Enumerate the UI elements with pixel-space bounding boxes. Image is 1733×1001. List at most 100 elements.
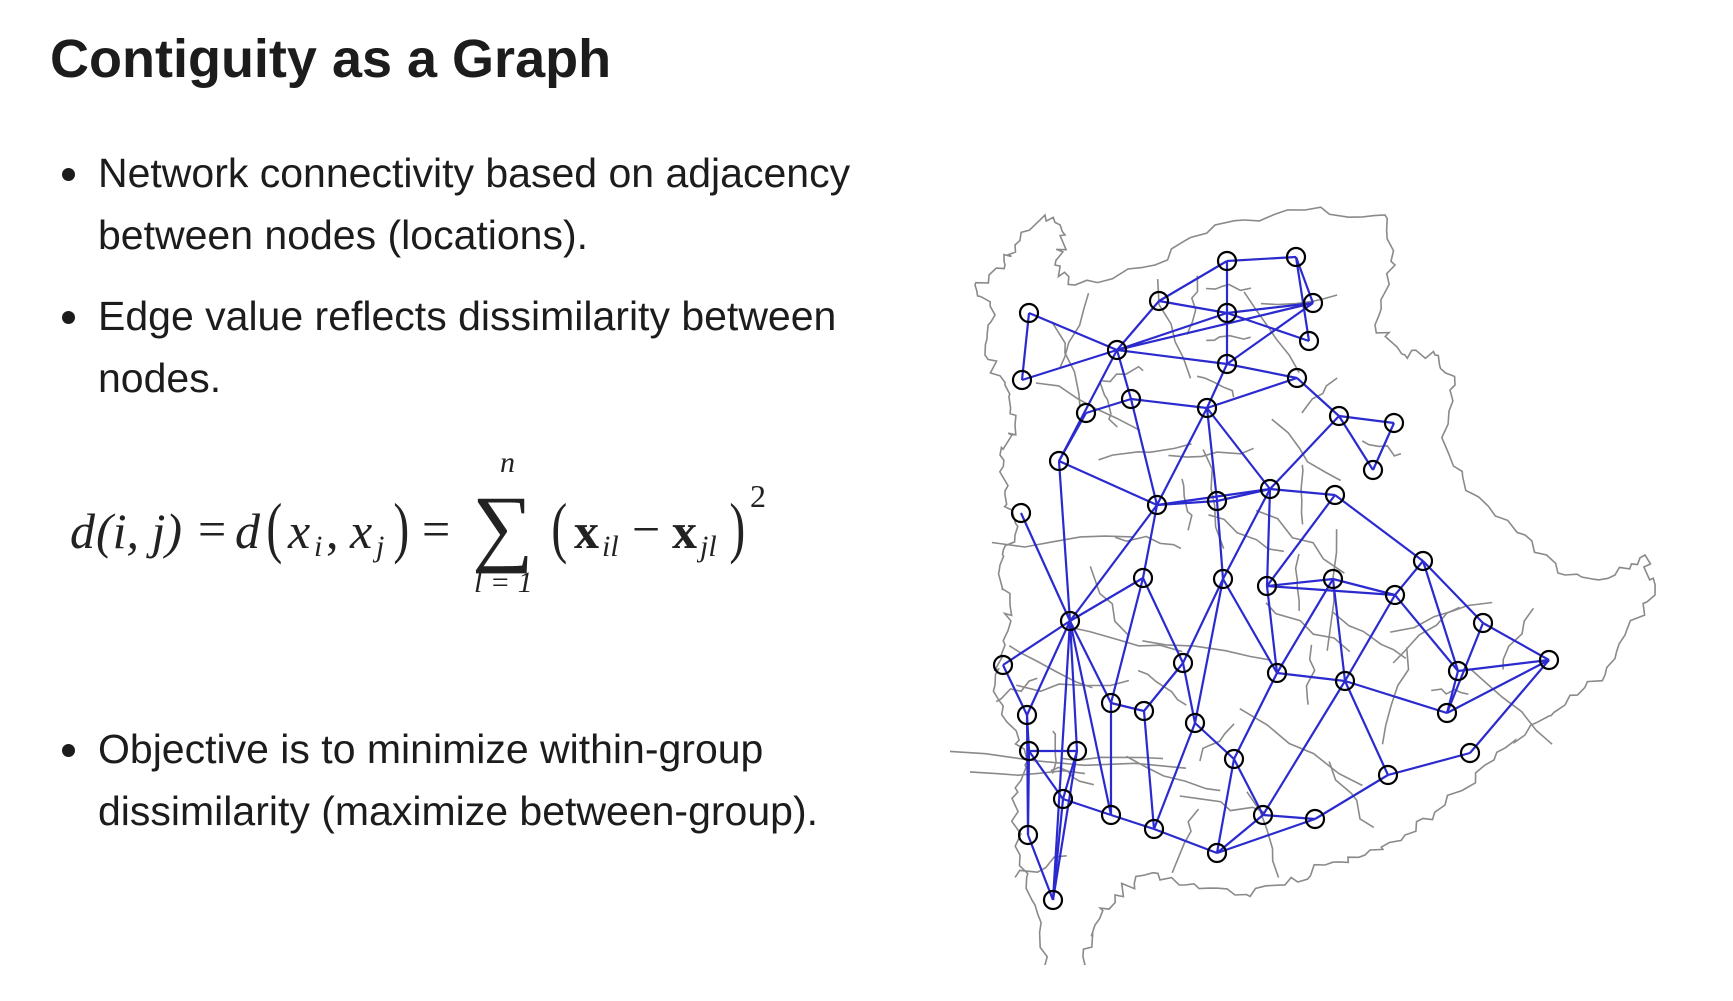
- contiguity-graph-map: [950, 206, 1656, 965]
- graph-node: [1324, 484, 1346, 506]
- graph-edge: [1262, 680, 1346, 816]
- graph-edge: [1331, 578, 1347, 682]
- formula-equals-1: =: [198, 501, 227, 557]
- graph-node: [1436, 702, 1458, 724]
- graph-edge: [1152, 722, 1197, 830]
- graph-edge: [1028, 311, 1118, 352]
- graph-node: [1172, 652, 1194, 674]
- graph-edge: [1294, 256, 1311, 342]
- graph-node: [1252, 804, 1274, 826]
- region-border: [995, 677, 1038, 703]
- region-border: [1205, 283, 1252, 292]
- graph-edges: [1002, 255, 1550, 901]
- graph-edge: [1332, 577, 1396, 597]
- region-border: [1156, 279, 1192, 379]
- graph-node: [1066, 740, 1088, 762]
- region-border: [1502, 607, 1535, 670]
- graph-node: [1286, 367, 1308, 389]
- formula-sum-lower: l = 1: [474, 566, 533, 599]
- graph-node: [1362, 459, 1384, 481]
- region-border: [1067, 626, 1183, 653]
- formula-lhs-d: d: [70, 503, 95, 559]
- graph-edge: [1069, 577, 1144, 622]
- graph-edge: [1193, 578, 1225, 724]
- region-border: [1196, 375, 1235, 398]
- graph-edge: [1222, 578, 1278, 674]
- region-border: [1008, 645, 1093, 689]
- region-border: [1171, 808, 1200, 874]
- graph-node: [1148, 290, 1170, 312]
- graph-edge: [1110, 701, 1145, 713]
- region-border: [1059, 292, 1090, 368]
- formula-mid-comma: ,: [326, 503, 339, 559]
- region-border: [1470, 669, 1553, 745]
- graph-edge: [1215, 758, 1236, 854]
- dissimilarity-formula: d (i, j) = d ( x i , x j ) = n ∑ l = 1 (…: [70, 446, 870, 648]
- graph-edge: [1338, 415, 1374, 471]
- graph-edge: [1182, 578, 1224, 664]
- formula-mid-sub1: i: [314, 530, 323, 563]
- region-border: [1239, 708, 1363, 787]
- formula-sum-symbol: ∑: [472, 478, 534, 574]
- graph-edge: [1153, 827, 1218, 855]
- region-border: [1332, 611, 1407, 660]
- region-border: [950, 750, 1187, 769]
- graph-edge: [1142, 710, 1156, 830]
- graph-edge: [1110, 813, 1155, 831]
- graph-edge: [1058, 459, 1158, 507]
- graph-edge: [1143, 662, 1184, 712]
- graph-edge: [1142, 577, 1184, 664]
- graph-node: [1075, 402, 1097, 424]
- region-border: [1265, 602, 1351, 653]
- graph-edge: [1265, 585, 1279, 674]
- graph-edge: [1085, 397, 1132, 415]
- graph-edge: [1226, 301, 1314, 315]
- graph-node: [1011, 369, 1033, 391]
- page-title: Contiguity as a Graph: [50, 29, 612, 89]
- graph-edge: [1344, 594, 1396, 682]
- graph-node: [1412, 550, 1434, 572]
- graph-node: [1383, 412, 1405, 434]
- graph-edge: [1215, 500, 1225, 580]
- graph-node: [1018, 740, 1040, 762]
- graph-edge: [1421, 560, 1460, 672]
- region-border: [1052, 322, 1081, 406]
- region-border: [1260, 294, 1338, 306]
- formula-exponent: 2: [750, 478, 766, 514]
- graph-node: [1304, 808, 1326, 830]
- graph-node: [1042, 889, 1064, 911]
- graph-edge: [1062, 797, 1112, 817]
- formula-mid-d: d: [235, 503, 260, 559]
- formula-term-paren-close: ): [729, 489, 746, 565]
- graph-node: [1133, 700, 1155, 722]
- graph-edge: [1116, 300, 1160, 351]
- graph-edge: [1068, 620, 1113, 816]
- graph-edge: [1116, 348, 1228, 366]
- graph-node: [1184, 712, 1206, 734]
- graph-edge: [1233, 758, 1264, 816]
- graph-edge: [1226, 311, 1310, 343]
- graph-edge: [1269, 487, 1336, 497]
- graph-edge: [1020, 312, 1031, 381]
- formula-term-x2: x: [672, 503, 697, 559]
- graph-edge: [1344, 679, 1448, 715]
- graph-node: [1447, 660, 1469, 682]
- bullet-list-bottom: Objective is to minimize within-group di…: [50, 718, 930, 842]
- formula-term-sub1: il: [602, 530, 619, 563]
- graph-edge: [1025, 620, 1072, 716]
- graph-node: [1459, 742, 1481, 764]
- region-border: [1181, 478, 1193, 531]
- graph-node: [1120, 388, 1142, 410]
- graph-node: [1206, 490, 1228, 512]
- graph-edge: [1158, 260, 1228, 302]
- graph-node: [1010, 502, 1032, 524]
- graph-edge: [1394, 594, 1459, 672]
- graph-edge: [1314, 774, 1389, 820]
- formula-minus: −: [632, 501, 661, 557]
- graph-edge: [1276, 578, 1334, 674]
- graph-edge: [1129, 398, 1159, 506]
- region-border: [1051, 730, 1057, 774]
- graph-node: [1472, 612, 1494, 634]
- formula-equals-2: =: [422, 501, 451, 557]
- graph-edge: [1026, 834, 1055, 901]
